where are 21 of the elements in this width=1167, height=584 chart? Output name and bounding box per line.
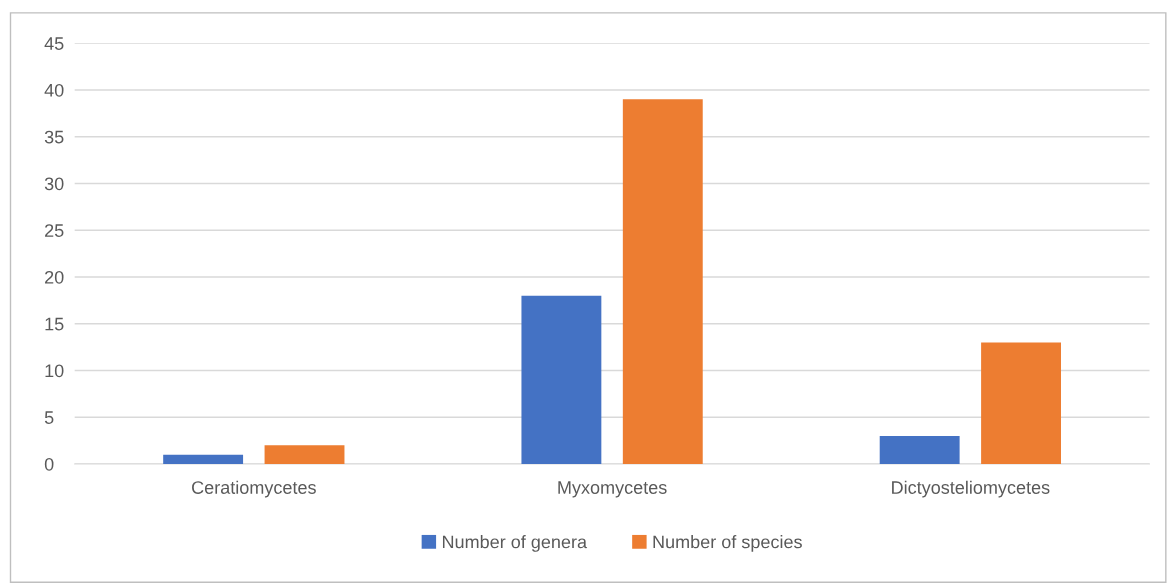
x-tick-label: Dictyosteliomycetes — [892, 480, 1050, 498]
x-tick-label: Ceratiomycetes — [192, 480, 316, 498]
legend-label: Number of genera — [442, 535, 588, 552]
bar — [264, 445, 345, 464]
y-tick-label: 25 — [45, 224, 64, 237]
y-tick-label: 20 — [45, 270, 64, 284]
y-tick-label: 35 — [44, 130, 64, 144]
y-tick-label: 15 — [45, 317, 64, 331]
y-tick-label: 5 — [44, 411, 54, 424]
y-tick-label: 30 — [44, 177, 64, 191]
y-tick-label: 0 — [44, 457, 54, 471]
y-tick-label: 40 — [44, 83, 64, 97]
y-tick-label: 10 — [45, 364, 64, 378]
bar — [879, 435, 960, 464]
x-tick-label: Myxomycetes — [558, 481, 667, 498]
y-tick-label: 45 — [44, 37, 64, 50]
bar — [521, 295, 602, 464]
bar — [981, 342, 1061, 464]
bar — [163, 454, 244, 464]
bar — [622, 99, 703, 464]
legend-label: Number of species — [653, 535, 802, 552]
